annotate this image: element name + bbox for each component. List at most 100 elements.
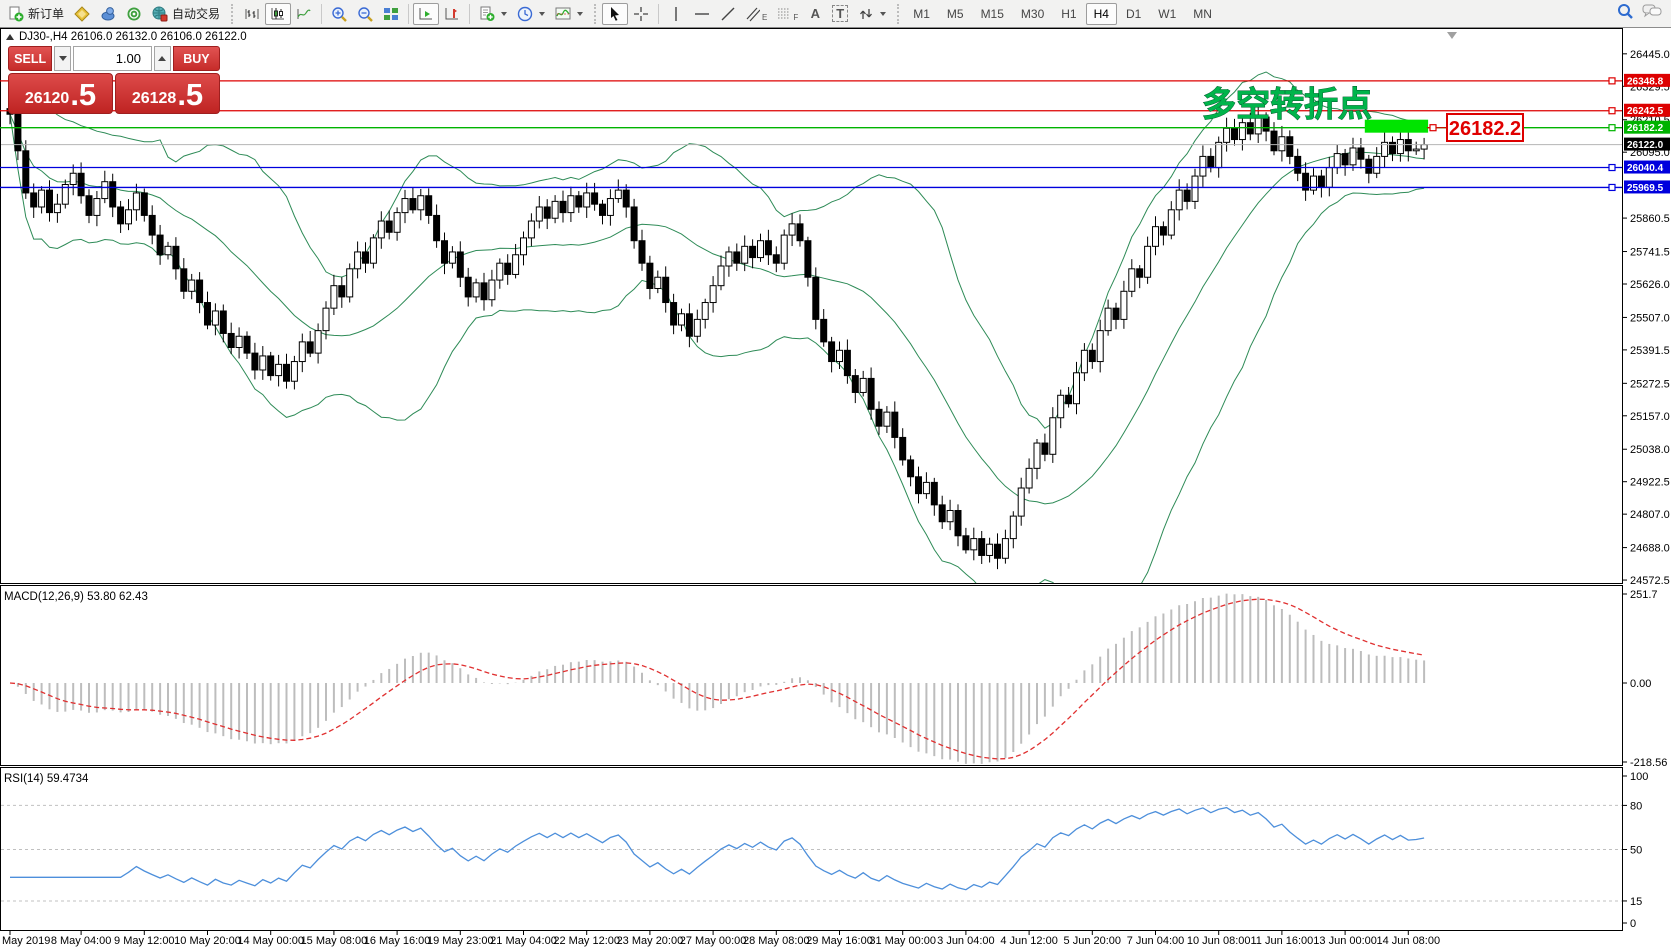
chart-shift-marker[interactable] xyxy=(1447,32,1457,39)
svg-text:10 May 20:00: 10 May 20:00 xyxy=(174,935,241,947)
sell-price-main: 26120 xyxy=(24,90,70,107)
text-tool-label: A xyxy=(810,6,820,21)
periods-icon xyxy=(517,6,533,22)
svg-text:21 May 04:00: 21 May 04:00 xyxy=(490,935,557,947)
drawn-horizontal-lines[interactable] xyxy=(0,77,1622,192)
svg-text:25507.0: 25507.0 xyxy=(1630,312,1670,324)
svg-text:25969.5: 25969.5 xyxy=(1627,183,1664,194)
svg-text:19 May 23:00: 19 May 23:00 xyxy=(427,935,494,947)
svg-text:0.00: 0.00 xyxy=(1630,678,1651,690)
fibonacci-icon xyxy=(777,6,791,22)
equidistant-channel-tool-button[interactable]: E xyxy=(741,3,772,25)
sell-button[interactable]: SELL xyxy=(8,46,53,71)
line-chart-button[interactable] xyxy=(291,3,317,25)
collapse-panel-icon[interactable] xyxy=(6,34,14,40)
channel-sub-label: E xyxy=(762,13,768,22)
svg-text:23 May 20:00: 23 May 20:00 xyxy=(617,935,684,947)
svg-text:26122.0: 26122.0 xyxy=(1627,140,1664,151)
periods-button[interactable] xyxy=(512,3,550,25)
tile-windows-button[interactable] xyxy=(378,3,404,25)
fibonacci-tool-button[interactable]: F xyxy=(772,3,803,25)
new-order-label: 新订单 xyxy=(28,7,65,21)
vertical-line-tool-button[interactable] xyxy=(663,3,689,25)
text-label-tool-label: T xyxy=(832,5,849,22)
chart-window: 26445.026329.526210.526095.025860.525741… xyxy=(0,28,1671,947)
timeframe-m15[interactable]: M15 xyxy=(980,6,1004,21)
new-order-button[interactable]: 新订单 xyxy=(3,3,69,25)
trendline-icon xyxy=(720,6,736,22)
svg-text:13 Jun 00:00: 13 Jun 00:00 xyxy=(1313,935,1377,947)
news-button[interactable] xyxy=(121,3,147,25)
timeframe-h4[interactable]: H4 xyxy=(1085,2,1117,25)
trendline-tool-button[interactable] xyxy=(715,3,741,25)
toolbar-gripper xyxy=(231,3,235,24)
volume-decrease-button[interactable] xyxy=(54,46,72,71)
templates-button[interactable] xyxy=(474,3,512,25)
text-label-tool-button[interactable]: T xyxy=(827,3,853,25)
periods-caret-icon xyxy=(539,11,546,16)
svg-text:14 May 00:00: 14 May 00:00 xyxy=(237,935,304,947)
candlestick-chart-button[interactable] xyxy=(265,2,292,25)
svg-text:251.7: 251.7 xyxy=(1630,589,1658,601)
timeframe-d1[interactable]: D1 xyxy=(1125,6,1142,21)
svg-text:26242.5: 26242.5 xyxy=(1627,106,1664,117)
svg-text:25741.5: 25741.5 xyxy=(1630,247,1670,259)
tile-windows-icon xyxy=(383,6,399,22)
chat-icon[interactable] xyxy=(1642,2,1662,25)
indicators-button[interactable] xyxy=(550,3,588,25)
chart-shift-button[interactable] xyxy=(439,3,465,25)
vertical-line-icon xyxy=(668,6,684,22)
svg-text:24572.5: 24572.5 xyxy=(1630,575,1670,587)
auto-scroll-button[interactable] xyxy=(413,2,440,25)
arrows-tool-button[interactable] xyxy=(853,3,891,25)
toolbar-gripper xyxy=(897,3,901,24)
indicators-caret-icon xyxy=(577,11,584,16)
zoom-in-button[interactable] xyxy=(326,3,352,25)
community-button[interactable] xyxy=(95,3,121,25)
callout-handle[interactable] xyxy=(1429,124,1437,132)
timeframe-w1[interactable]: W1 xyxy=(1158,6,1177,21)
cursor-icon xyxy=(607,6,623,22)
timeframe-m1[interactable]: M1 xyxy=(913,6,930,21)
svg-text:25391.5: 25391.5 xyxy=(1630,345,1670,357)
metaeditor-button[interactable] xyxy=(69,3,95,25)
crosshair-tool-button[interactable] xyxy=(628,3,654,25)
zoom-out-icon xyxy=(357,6,373,22)
volume-input[interactable] xyxy=(73,46,153,71)
buy-price-box[interactable]: 26128 .5 xyxy=(115,73,220,114)
sell-price-box[interactable]: 26120 .5 xyxy=(8,73,113,114)
svg-text:14 Jun 08:00: 14 Jun 08:00 xyxy=(1376,935,1440,947)
annotation-text[interactable]: 多空转折点 xyxy=(1202,86,1373,125)
bar-chart-icon xyxy=(244,6,260,22)
svg-text:22 May 12:00: 22 May 12:00 xyxy=(553,935,620,947)
svg-text:28 May 08:00: 28 May 08:00 xyxy=(743,935,810,947)
text-tool-button[interactable]: A xyxy=(803,3,827,25)
svg-text:7 Jun 04:00: 7 Jun 04:00 xyxy=(1127,935,1185,947)
volume-increase-button[interactable] xyxy=(154,46,171,71)
zoom-out-button[interactable] xyxy=(352,3,378,25)
chart-canvas[interactable]: 26445.026329.526210.526095.025860.525741… xyxy=(0,28,1671,947)
toolbar-separator xyxy=(469,3,471,24)
buy-button[interactable]: BUY xyxy=(172,46,221,71)
svg-text:24807.0: 24807.0 xyxy=(1630,509,1670,521)
community-icon xyxy=(100,6,116,22)
svg-text:5 Jun 20:00: 5 Jun 20:00 xyxy=(1064,935,1122,947)
cursor-tool-button[interactable] xyxy=(602,2,629,25)
one-click-trading-panel: SELL BUY 26120 .5 26128 .5 xyxy=(8,46,221,114)
autotrading-button[interactable]: 自动交易 xyxy=(147,3,225,25)
timeframe-h1[interactable]: H1 xyxy=(1061,6,1077,21)
svg-text:9 May 12:00: 9 May 12:00 xyxy=(114,935,175,947)
svg-text:80: 80 xyxy=(1630,800,1642,812)
svg-text:16 May 16:00: 16 May 16:00 xyxy=(364,935,431,947)
macd-pane xyxy=(9,593,1426,764)
timeframe-m30[interactable]: M30 xyxy=(1020,6,1045,21)
svg-text:24922.5: 24922.5 xyxy=(1630,477,1670,489)
timeframe-m5[interactable]: M5 xyxy=(946,6,964,21)
search-icon[interactable] xyxy=(1616,2,1634,25)
horizontal-line-tool-button[interactable] xyxy=(689,3,715,25)
timeframe-mn[interactable]: MN xyxy=(1193,6,1212,21)
price-callout-box[interactable] xyxy=(1446,113,1524,142)
svg-text:25272.5: 25272.5 xyxy=(1630,378,1670,390)
bar-chart-button[interactable] xyxy=(239,3,265,25)
